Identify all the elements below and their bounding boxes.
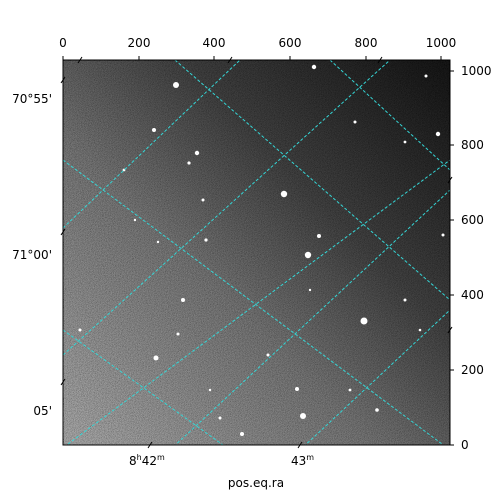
star xyxy=(153,355,159,361)
star xyxy=(194,150,200,156)
star xyxy=(204,238,208,242)
plot-frame xyxy=(62,59,451,446)
star xyxy=(308,288,312,292)
star xyxy=(218,416,222,420)
coordinate-grid xyxy=(63,60,450,445)
right-tick-label-400: 400 xyxy=(461,288,484,302)
coord-tick-mark xyxy=(227,56,233,64)
star xyxy=(424,74,428,78)
top-tick-label-600: 600 xyxy=(279,36,302,50)
star xyxy=(317,234,321,238)
star xyxy=(435,131,441,137)
grid-line xyxy=(174,60,450,301)
star xyxy=(280,190,288,198)
dec-label-71-00: 71°00' xyxy=(12,248,52,262)
right-tick-label-200: 200 xyxy=(461,363,484,377)
star xyxy=(266,353,270,357)
ra-label-8h42m: 8h42m xyxy=(129,453,165,468)
grid-line xyxy=(63,60,241,229)
star xyxy=(133,218,137,222)
right-tick-label-600: 600 xyxy=(461,213,484,227)
star xyxy=(304,251,312,259)
coord-tick-mark xyxy=(447,176,453,184)
pixel-axis-ticks xyxy=(60,56,454,449)
top-tick-label-1000: 1000 xyxy=(426,36,457,50)
coord-tick-mark xyxy=(377,56,383,64)
star xyxy=(176,332,180,336)
top-tick-label-0: 0 xyxy=(59,36,67,50)
star xyxy=(208,388,212,392)
right-tick-label-0: 0 xyxy=(461,438,469,452)
coord-tick-mark xyxy=(297,441,303,449)
star xyxy=(300,413,306,419)
grid-line xyxy=(174,189,450,445)
star xyxy=(295,387,299,391)
star xyxy=(353,120,357,124)
star xyxy=(181,298,185,302)
dec-label-70-55: 70°55' xyxy=(12,92,52,106)
right-tick-label-1000: 1000 xyxy=(461,64,492,78)
star xyxy=(173,82,179,88)
star xyxy=(403,298,407,302)
coord-tick-mark xyxy=(147,441,153,449)
sky-image xyxy=(63,60,450,445)
star xyxy=(78,328,82,332)
coord-tick-mark xyxy=(60,76,66,84)
grid-line xyxy=(63,60,391,356)
top-tick-label-400: 400 xyxy=(203,36,226,50)
star xyxy=(348,388,352,392)
coord-tick-mark xyxy=(77,56,83,64)
grid-line xyxy=(329,60,450,171)
star xyxy=(403,140,407,144)
star xyxy=(201,198,205,202)
grid-line xyxy=(63,159,445,445)
coord-tick-mark xyxy=(60,378,66,386)
grid-line xyxy=(65,159,450,445)
star xyxy=(441,233,445,237)
star xyxy=(375,408,379,412)
coord-tick-mark xyxy=(447,326,453,334)
star xyxy=(418,328,422,332)
ra-label-43m: 43m xyxy=(291,453,314,468)
dec-label-05: 05' xyxy=(33,404,52,418)
star xyxy=(152,128,156,132)
star xyxy=(311,64,317,70)
grid-line xyxy=(63,329,224,445)
grid-line xyxy=(304,309,450,445)
star xyxy=(187,161,191,165)
top-tick-label-200: 200 xyxy=(128,36,151,50)
coord-tick-mark xyxy=(60,228,66,236)
x-axis-label: pos.eq.ra xyxy=(228,476,284,490)
star xyxy=(360,317,368,325)
top-tick-label-800: 800 xyxy=(355,36,378,50)
star xyxy=(156,240,160,244)
star-field xyxy=(78,64,445,436)
star xyxy=(240,432,244,436)
right-tick-label-800: 800 xyxy=(461,138,484,152)
